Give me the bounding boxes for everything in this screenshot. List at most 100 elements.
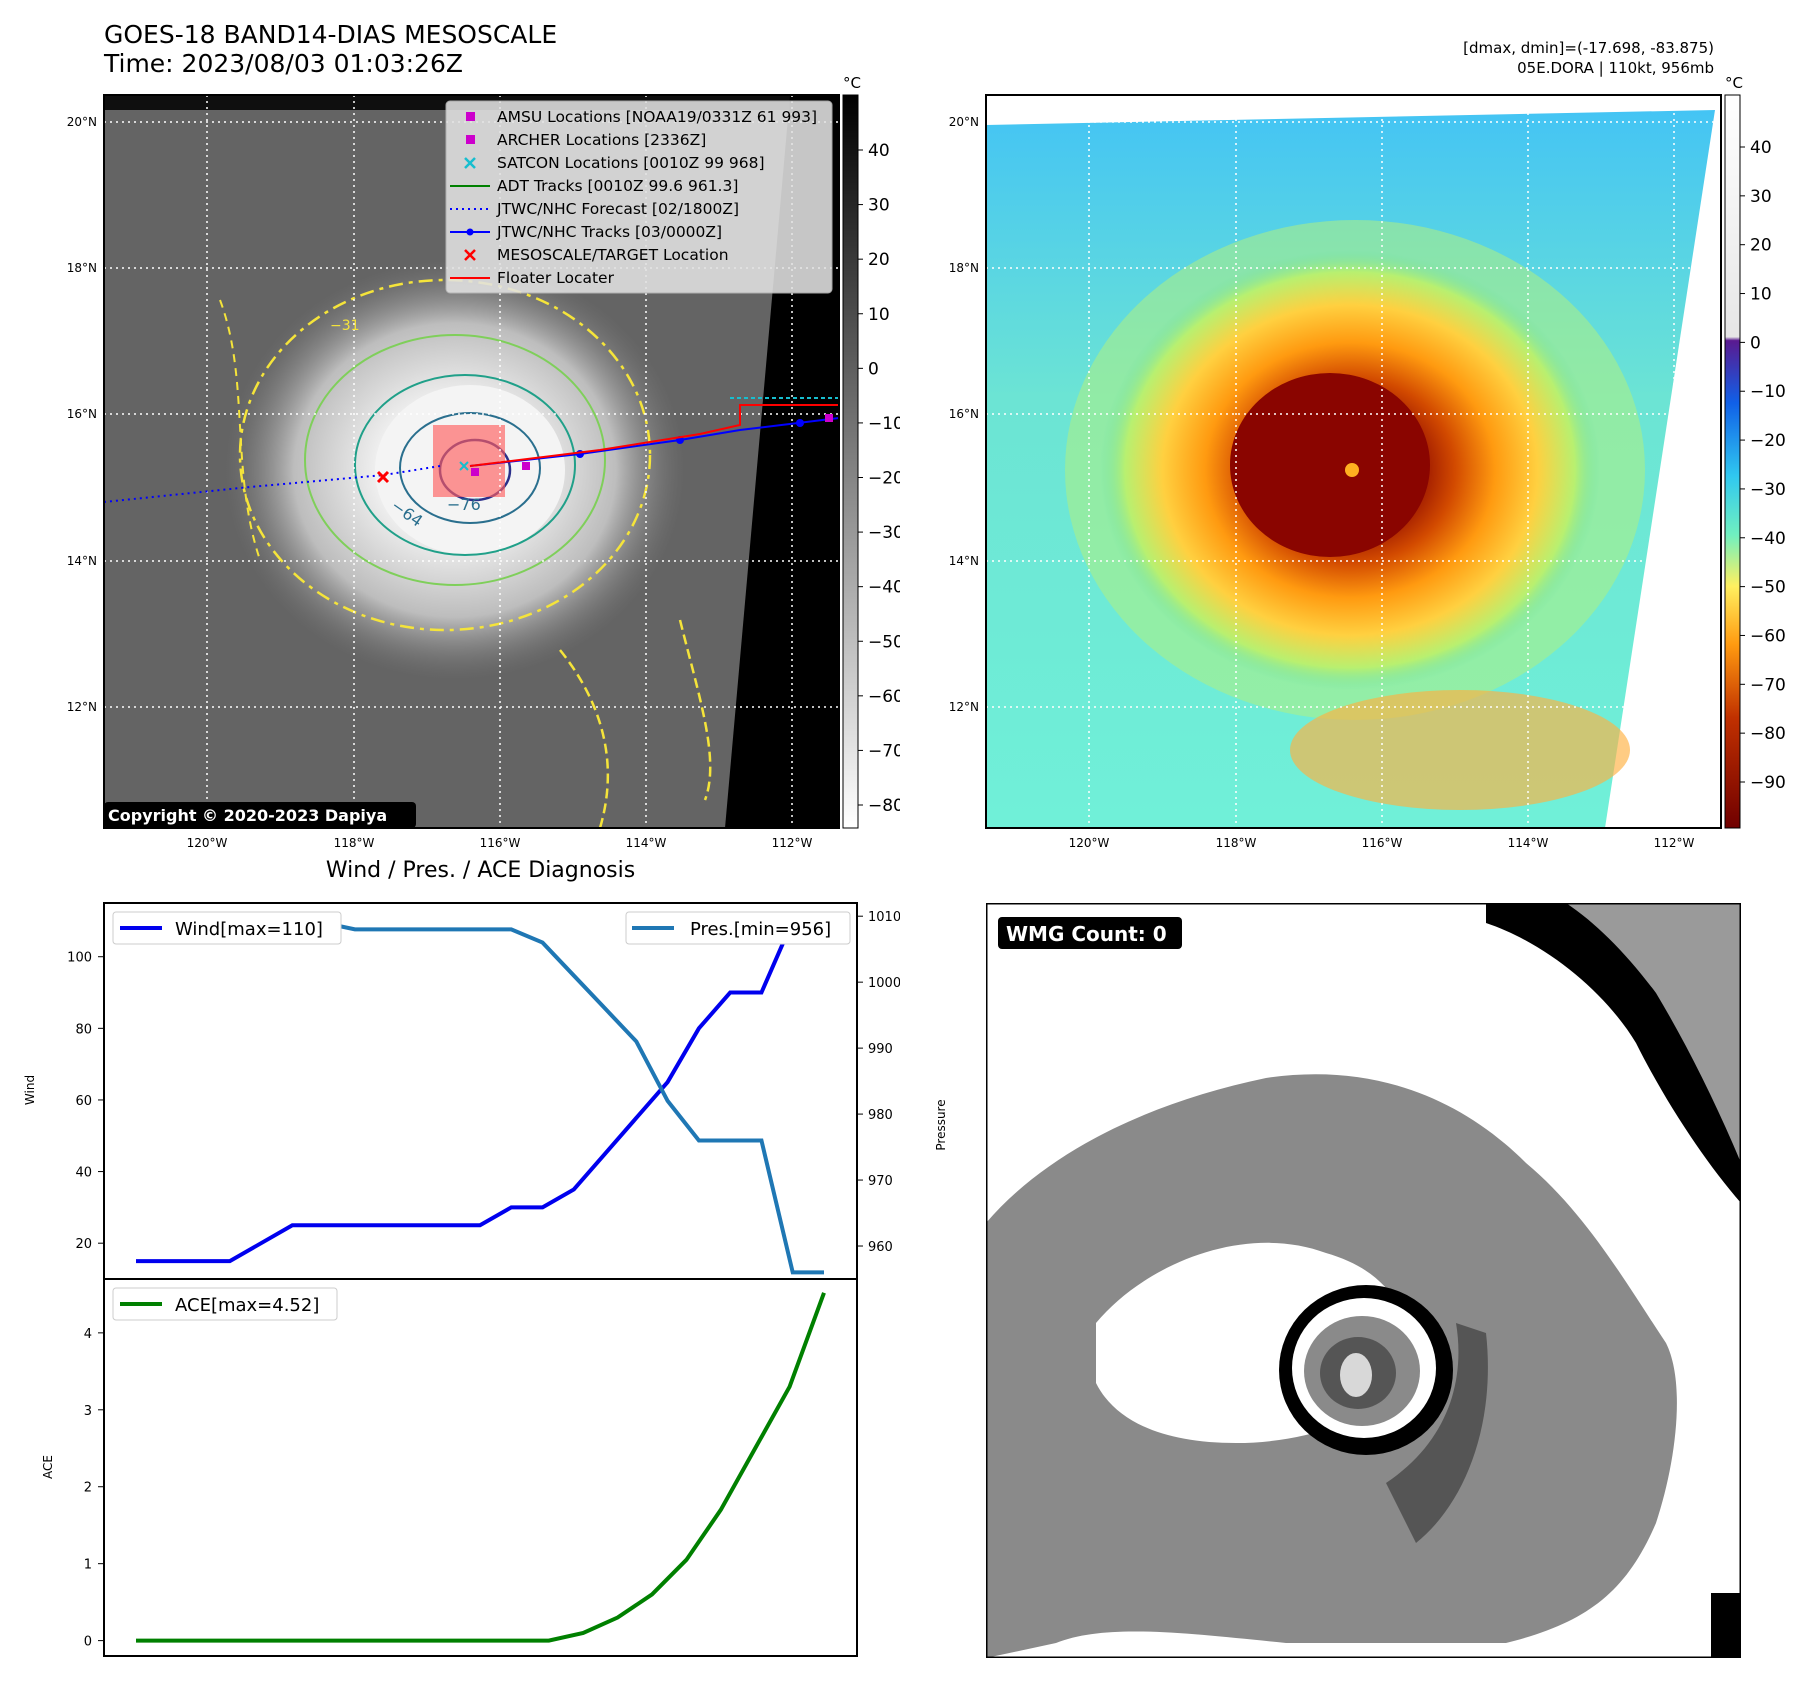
ace-tick-label: 2	[84, 1481, 92, 1496]
color-southeast-band	[1290, 690, 1630, 810]
ir-color-map-panel: 20°N 18°N 16°N 14°N 12°N 120°W 118°W 116…	[949, 74, 1786, 850]
pressure-tick-label: 970	[868, 1174, 893, 1189]
outer-band-contour	[559, 649, 610, 829]
lat-label: 20°N	[949, 115, 979, 129]
wind-tick-label: 80	[75, 1022, 92, 1037]
lat-label: 12°N	[949, 700, 979, 714]
jtwc-track-point	[796, 419, 804, 427]
forecast-track-line	[103, 465, 441, 503]
legend-entry-6-x-icon	[464, 249, 476, 261]
outer-band-contour-2	[678, 619, 712, 801]
storm-meta: [dmax, dmin]=(-17.698, -83.875) 05E.DORA…	[1463, 38, 1714, 78]
color-colorbar	[1724, 94, 1741, 829]
wind-tick-label: 40	[75, 1166, 92, 1181]
map-legend-entries: AMSU Locations [NOAA19/0331Z 61 993] ARCH…	[450, 108, 817, 287]
legend-entry-2-x-icon	[464, 157, 476, 169]
colorbar-tick-label: −60	[868, 687, 900, 707]
colorbar-tick-label: −20	[868, 469, 900, 489]
wmg-count-label: WMG Count: 0	[1006, 922, 1167, 946]
colorbar-tick-label: −40	[1750, 529, 1786, 549]
lon-label: 116°W	[1362, 836, 1403, 850]
pressure-tick-label: 1010	[868, 910, 900, 925]
pressure-tick-label: 960	[868, 1240, 893, 1255]
contour-label-76: −76	[447, 495, 481, 514]
figure-time: Time: 2023/08/03 01:03:26Z	[104, 49, 463, 78]
wind-tick-label: 60	[75, 1094, 92, 1109]
floater-track-line	[469, 404, 839, 467]
colorbar-tick-label: −10	[868, 414, 900, 434]
colorbar-tick-label: 10	[1750, 285, 1772, 305]
legend-entry-1-square-icon	[466, 135, 475, 144]
colorbar-tick-label: −80	[1750, 724, 1786, 744]
contour-green	[304, 334, 606, 586]
pressure-tick-label: 980	[868, 1108, 893, 1123]
figure-title-block: GOES-18 BAND14-DIAS MESOSCALE Time: 2023/…	[104, 20, 557, 78]
contour-blue	[399, 412, 541, 524]
legend-entry-2-label: SATCON Locations [0010Z 99 968]	[497, 154, 765, 172]
pressure-tick-label: 1000	[868, 976, 900, 991]
color-colorbar-ticks: 40 30 20 10 0 −10 −20 −30 −40 −50 −60 −70 −80 −90	[1740, 138, 1786, 793]
lat-label: 14°N	[949, 554, 979, 568]
pressure-ticks: 960 970 980 990 1000 1010	[857, 910, 900, 1255]
color-eye	[1345, 463, 1359, 477]
pressure-tick-label: 990	[868, 1042, 893, 1057]
gray-colorbar-ticks: 40 30 20 10 0 −10 −20 −30 −40 −50 −60 −70 −80	[858, 141, 900, 816]
diagnosis-title: Wind / Pres. / ACE Diagnosis	[325, 858, 636, 883]
colorbar-tick-label: −70	[868, 741, 900, 761]
ir-gray-map-panel: −64 −76 −31 Copyright © 2020-2023 Dapiya…	[67, 74, 900, 850]
figure-title: GOES-18 BAND14-DIAS MESOSCALE	[104, 20, 558, 49]
wmg-dark-band	[1386, 1323, 1488, 1543]
colorbar-tick-label: −30	[868, 523, 900, 543]
lat-label: 20°N	[67, 115, 97, 129]
ace-axis-label: ACE	[41, 1455, 55, 1479]
color-lon-labels: 120°W 118°W 116°W 114°W 112°W	[1069, 836, 1695, 850]
pres-legend-box	[625, 911, 851, 945]
wind-tick-label: 100	[67, 951, 92, 966]
gray-lon-labels: 120°W 118°W 116°W 114°W 112°W	[187, 836, 813, 850]
colorbar-tick-label: −40	[868, 578, 900, 598]
wmg-panel: WMG Count: 0	[986, 903, 1741, 1658]
ace-legend-box	[112, 1287, 338, 1321]
wind-axis-label: Wind	[23, 1075, 37, 1105]
colorbar-tick-label: 30	[868, 196, 890, 216]
map-legend-box	[445, 100, 833, 294]
wmg-bottom-right-black	[1711, 1593, 1741, 1658]
colorbar-tick-label: 20	[868, 250, 890, 270]
contour-teal	[354, 374, 576, 556]
gray-colorbar-unit: °C	[843, 74, 861, 92]
color-storm-core	[1230, 373, 1430, 557]
colorbar-tick-label: −80	[868, 796, 900, 816]
wmg-top-right-gray	[1566, 903, 1741, 1163]
colorbar-tick-label: −10	[1750, 382, 1786, 402]
copyright-badge-bg	[104, 802, 416, 828]
ace-tick-label: 4	[84, 1327, 92, 1342]
ace-ticks: 0 1 2 3 4	[84, 1327, 104, 1650]
dmax-dmin-label: [dmax, dmin]=(-17.698, -83.875)	[1463, 39, 1714, 57]
ace-tick-label: 1	[84, 1558, 92, 1573]
lon-label: 118°W	[1216, 836, 1257, 850]
wmg-eye-center	[1340, 1353, 1372, 1397]
colorbar-tick-label: −30	[1750, 480, 1786, 500]
gray-colorbar	[842, 94, 859, 829]
storm-info-label: 05E.DORA | 110kt, 956mb	[1517, 59, 1714, 77]
lon-label: 120°W	[187, 836, 228, 850]
colorbar-tick-label: −90	[1750, 773, 1786, 793]
mesoscale-target-marker-b	[376, 470, 390, 484]
lon-label: 118°W	[334, 836, 375, 850]
legend-entry-5-dot-icon	[466, 228, 474, 236]
lat-label: 16°N	[949, 407, 979, 421]
pressure-label-svg: Pressure	[934, 1099, 948, 1150]
wind-tick-label: 20	[75, 1237, 92, 1252]
contour-yellow	[238, 278, 652, 632]
colorbar-tick-label: −60	[1750, 626, 1786, 646]
colorbar-tick-label: −20	[1750, 431, 1786, 451]
amsu-marker	[522, 462, 530, 470]
wind-ticks: 20 40 60 80 100	[67, 951, 104, 1252]
ace-tick-label: 3	[84, 1404, 92, 1419]
color-lat-labels: 20°N 18°N 16°N 14°N 12°N	[949, 115, 979, 714]
lon-label: 120°W	[1069, 836, 1110, 850]
outer-band-contour-3	[219, 299, 261, 561]
lat-label: 18°N	[67, 261, 97, 275]
color-colorbar-unit: °C	[1725, 74, 1743, 92]
gray-map-frame	[103, 94, 840, 829]
